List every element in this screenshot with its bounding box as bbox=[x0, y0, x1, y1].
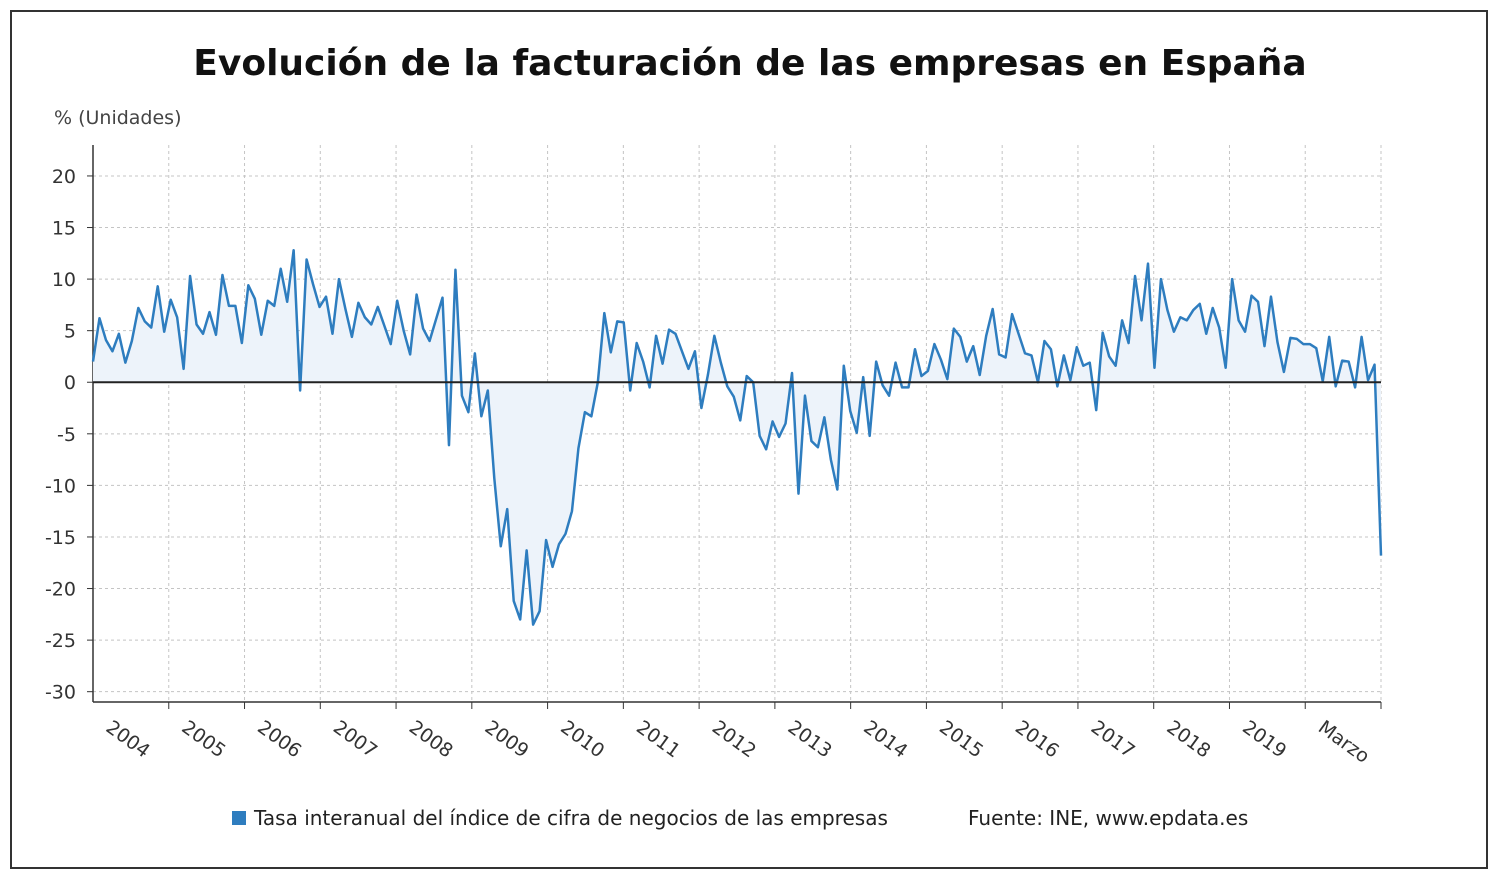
y-tick-label: 15 bbox=[52, 218, 76, 240]
x-tick-label: 2005 bbox=[178, 716, 230, 762]
y-tick-label: 5 bbox=[64, 321, 76, 343]
x-tick-label: 2016 bbox=[1011, 716, 1063, 762]
y-tick-label: -10 bbox=[45, 475, 76, 497]
y-tick-label: -25 bbox=[45, 630, 76, 652]
y-tick-label: -20 bbox=[45, 579, 76, 601]
x-tick-label: 2012 bbox=[708, 716, 760, 762]
x-tick-label: 2010 bbox=[556, 716, 608, 762]
x-tick-label: 2011 bbox=[632, 716, 684, 762]
y-tick-label: -5 bbox=[57, 424, 76, 446]
legend-swatch bbox=[232, 811, 246, 825]
series-area-fill bbox=[93, 250, 1381, 625]
legend-label: Tasa interanual del índice de cifra de n… bbox=[253, 806, 888, 830]
x-tick-label: 2006 bbox=[253, 716, 305, 762]
x-tick-label: 2019 bbox=[1238, 716, 1290, 762]
x-tick-label: 2017 bbox=[1087, 716, 1139, 762]
x-tick-label: 2014 bbox=[859, 716, 911, 762]
series-line bbox=[91, 248, 1383, 626]
y-tick-label: 20 bbox=[52, 166, 76, 188]
x-tick-label: 2004 bbox=[102, 716, 154, 762]
y-tick-label: 10 bbox=[52, 269, 76, 291]
x-tick-label: 2013 bbox=[784, 716, 836, 762]
x-tick-label: 2009 bbox=[481, 716, 533, 762]
x-tick-label: 2018 bbox=[1163, 716, 1215, 762]
y-tick-label: -15 bbox=[45, 527, 76, 549]
chart-title: Evolución de la facturación de las empre… bbox=[193, 43, 1306, 84]
source-label: Fuente: INE, www.epdata.es bbox=[968, 806, 1248, 830]
x-tick-label: 2007 bbox=[329, 716, 381, 762]
chart-frame bbox=[10, 10, 1488, 869]
y-tick-label: 0 bbox=[64, 372, 76, 394]
x-tick-label: 2015 bbox=[935, 716, 987, 762]
y-tick-label: -30 bbox=[45, 682, 76, 704]
y-axis-unit-label: % (Unidades) bbox=[54, 107, 182, 129]
x-tick-label: 2008 bbox=[405, 716, 457, 762]
legend: Tasa interanual del índice de cifra de n… bbox=[232, 806, 1248, 830]
x-tick-label: Marzo bbox=[1314, 716, 1373, 768]
